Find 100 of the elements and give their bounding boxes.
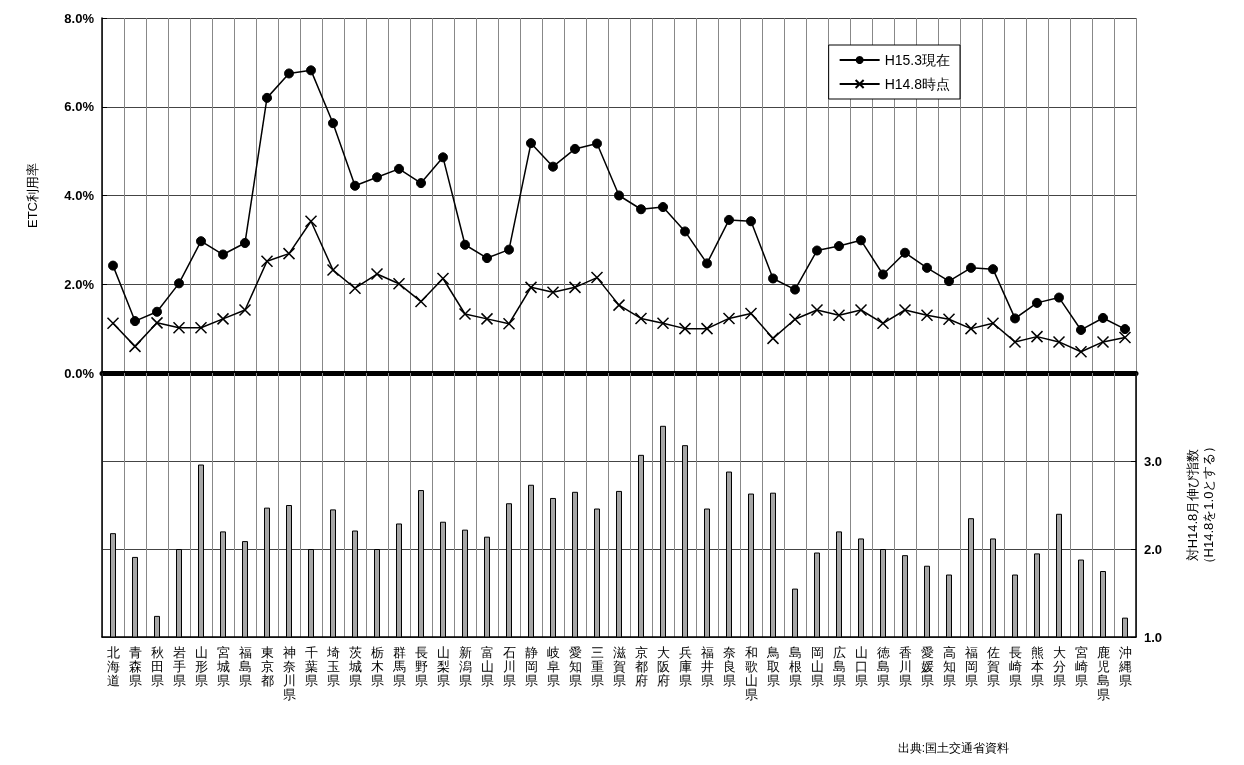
point (920, 309, 934, 322)
point (502, 317, 516, 330)
x-tick-label: 広島県 (832, 644, 846, 688)
point (524, 281, 538, 294)
point (592, 138, 602, 149)
x-tick-label: 鹿児島県 (1096, 644, 1110, 702)
point (680, 226, 690, 237)
point (790, 284, 800, 295)
point (1098, 312, 1108, 323)
point (878, 269, 888, 280)
point (196, 236, 206, 247)
point (986, 317, 1000, 330)
point (548, 161, 558, 172)
x-tick-label: 福島県 (238, 644, 252, 688)
point (900, 247, 910, 258)
y-tick-label: 0.0% (64, 365, 95, 381)
point (832, 309, 846, 322)
point (1118, 331, 1132, 344)
point (194, 321, 208, 334)
point (1054, 292, 1064, 303)
point (526, 138, 536, 149)
point (372, 172, 382, 183)
x-tick-label: 香川県 (898, 644, 912, 688)
y2-tick-label: 1.0 (1144, 629, 1163, 645)
x-tick-label: 和歌山県 (744, 644, 758, 702)
x-tick-label: 愛知県 (568, 644, 582, 688)
x-tick-label: 徳島県 (876, 644, 890, 688)
source-note: 出典:国土交通省資料 (897, 741, 1010, 755)
point (240, 237, 250, 248)
point (964, 322, 978, 335)
point (328, 118, 338, 129)
x-tick-label: 群馬県 (391, 644, 406, 688)
y-tick-label: 6.0% (64, 99, 95, 115)
x-tick-label: 佐賀県 (986, 644, 1000, 688)
x-tick-label: 東京都 (260, 644, 274, 688)
point (284, 68, 294, 79)
x-tick-label: 山形県 (194, 644, 208, 688)
point (966, 262, 976, 273)
point (922, 262, 932, 273)
y-axis-title: ETC利用率 (24, 163, 40, 228)
point (172, 321, 186, 334)
point (262, 92, 272, 103)
point (746, 216, 756, 227)
point (834, 241, 844, 252)
point (702, 258, 712, 269)
x-tick-label: 栃木県 (370, 644, 384, 688)
point (436, 272, 450, 285)
point (1074, 345, 1088, 358)
point (282, 247, 296, 260)
x-tick-label: 長野県 (414, 644, 428, 688)
point (612, 298, 626, 312)
y2-tick-label: 2.0 (1144, 541, 1163, 557)
point (238, 303, 252, 317)
point (130, 316, 140, 327)
y2-tick-label: 3.0 (1144, 453, 1163, 469)
point (106, 317, 120, 330)
point (108, 260, 118, 271)
point (854, 303, 868, 317)
x-tick-label: 奈良県 (722, 644, 736, 688)
x-tick-label: 静岡県 (524, 644, 538, 688)
x-tick-label: 大阪府 (656, 644, 670, 688)
point (614, 190, 624, 201)
x-tick-label: 岐阜県 (546, 644, 560, 688)
x-tick-label: 北海道 (106, 644, 120, 688)
point (1076, 324, 1086, 335)
x-tick-label: 島根県 (788, 644, 802, 688)
point (570, 143, 580, 154)
point (590, 271, 604, 284)
point (174, 278, 184, 289)
x-tick-label: 茨城県 (347, 644, 362, 688)
x-tick-label: 岩手県 (172, 644, 186, 688)
x-tick-label: 京都府 (634, 644, 648, 688)
point (482, 253, 492, 264)
point (416, 178, 426, 189)
point (942, 313, 956, 326)
point (458, 307, 472, 321)
point (128, 340, 142, 353)
x-tick-label: 大分県 (1052, 644, 1066, 688)
y-tick-label: 8.0% (64, 10, 95, 26)
point (394, 163, 404, 174)
point (768, 273, 778, 284)
point (460, 239, 470, 250)
x-tick-label: 熊本県 (1030, 644, 1044, 688)
x-tick-label: 秋田県 (150, 644, 164, 688)
point (700, 322, 714, 335)
point (348, 281, 362, 295)
point (504, 244, 514, 255)
point (414, 295, 428, 308)
x-tick-label: 高知県 (942, 644, 956, 688)
x-tick-label: 山梨県 (436, 644, 450, 688)
point (1120, 324, 1130, 335)
point (218, 249, 228, 260)
x-tick-label: 富山県 (480, 644, 494, 688)
point (634, 312, 648, 325)
point (568, 281, 582, 294)
x-tick-label: 愛媛県 (920, 644, 934, 688)
point (1052, 335, 1066, 349)
point (944, 276, 954, 287)
x-tick-label: 兵庫県 (678, 644, 692, 688)
y-tick-label: 4.0% (64, 188, 95, 203)
